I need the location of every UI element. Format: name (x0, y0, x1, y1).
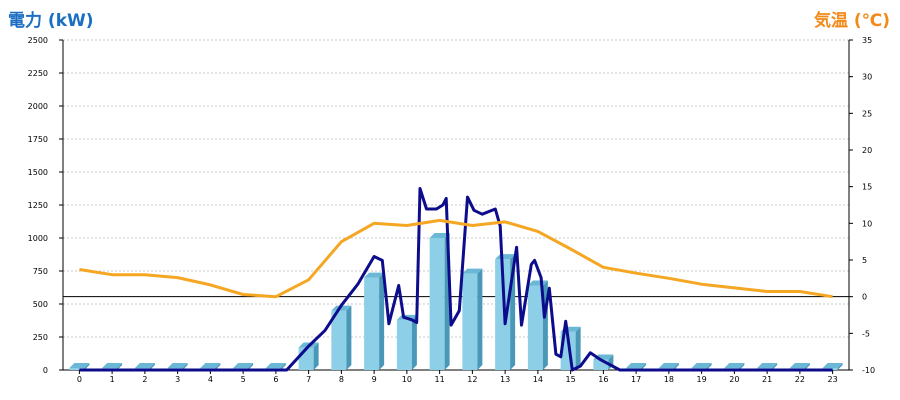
left-tick-label: 2000 (28, 102, 48, 111)
x-tick-label: 18 (664, 375, 674, 384)
bar (396, 314, 417, 370)
bar (69, 363, 90, 370)
x-tick-label: 3 (175, 375, 180, 384)
left-tick-label: 0 (43, 366, 48, 375)
x-tick-label: 13 (500, 375, 510, 384)
left-tick-label: 500 (33, 300, 48, 309)
left-tick-label: 2500 (28, 36, 48, 45)
left-tick-label: 1000 (28, 234, 48, 243)
x-tick-label: 10 (402, 375, 412, 384)
bar (364, 272, 385, 370)
left-axis-title: 電力 (kW) (8, 11, 94, 31)
x-tick-label: 17 (631, 375, 641, 384)
bar (331, 305, 352, 370)
right-tick-label: 10 (862, 219, 872, 228)
x-tick-label: 16 (598, 375, 608, 384)
x-tick-label: 9 (372, 375, 377, 384)
x-tick-label: 0 (77, 375, 82, 384)
bar (462, 268, 483, 370)
right-tick-label: 30 (862, 73, 872, 82)
x-tick-label: 8 (339, 375, 344, 384)
x-tick-label: 1 (110, 375, 115, 384)
x-tick-label: 6 (273, 375, 278, 384)
right-axis-title: 気温 (℃) (813, 11, 890, 31)
x-tick-label: 7 (306, 375, 311, 384)
left-tick-label: 1500 (28, 168, 48, 177)
right-tick-label: 35 (862, 36, 872, 45)
right-tick-label: -10 (862, 366, 875, 375)
x-tick-label: 20 (729, 375, 739, 384)
left-tick-label: 1250 (28, 201, 48, 210)
bar (527, 280, 548, 370)
x-tick-label: 21 (762, 375, 772, 384)
bar (429, 233, 450, 370)
x-tick-label: 14 (533, 375, 543, 384)
right-tick-label: -5 (862, 329, 870, 338)
power-line (79, 187, 833, 372)
left-tick-label: 1750 (28, 135, 48, 144)
temperature-line (79, 218, 833, 299)
left-tick-label: 2250 (28, 69, 48, 78)
right-tick-label: 15 (862, 183, 872, 192)
right-tick-label: 20 (862, 146, 872, 155)
x-tick-label: 5 (241, 375, 246, 384)
x-tick-label: 15 (566, 375, 576, 384)
right-tick-label: 5 (862, 256, 867, 265)
x-tick-label: 4 (208, 375, 213, 384)
x-tick-label: 11 (435, 375, 445, 384)
x-tick-label: 2 (142, 375, 147, 384)
x-tick-label: 22 (795, 375, 805, 384)
x-tick-label: 19 (697, 375, 707, 384)
x-tick-label: 23 (828, 375, 838, 384)
right-tick-label: 0 (862, 293, 867, 302)
left-tick-label: 250 (33, 333, 48, 342)
x-tick-label: 12 (467, 375, 477, 384)
left-tick-label: 750 (33, 267, 48, 276)
right-tick-label: 25 (862, 109, 872, 118)
